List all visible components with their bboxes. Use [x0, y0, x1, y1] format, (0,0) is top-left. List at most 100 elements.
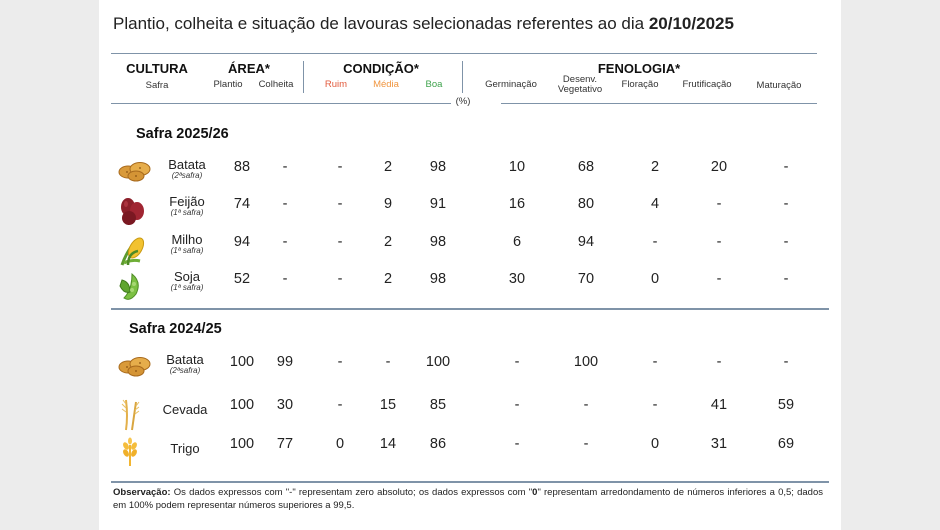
cell-germinacao-soja: 30 [508, 271, 526, 287]
cell-floracao-soja: 0 [650, 271, 660, 287]
potato-icon [118, 355, 152, 382]
header-ruim: Ruim [324, 79, 348, 90]
crop-safra-note: (2ªsafra) [171, 171, 203, 180]
header-bottom-rule-right [501, 103, 817, 104]
crop-label-cevada: Cevada [163, 403, 208, 416]
cell-germinacao-batata: 10 [508, 159, 526, 175]
cell-media-batata: - [385, 354, 391, 370]
cell-ruim-batata: - [337, 354, 343, 370]
cell-boa-batata: 98 [429, 159, 447, 175]
cell-boa-feijao: 91 [429, 196, 447, 212]
cell-frutificacao-feijao: - [716, 196, 722, 212]
header-condicao: CONDIÇÃO* [343, 61, 419, 76]
observation-text-2: " representam arredondamento de números … [113, 487, 823, 511]
cell-germinacao-milho: 6 [512, 234, 522, 250]
cell-boa-soja: 98 [429, 271, 447, 287]
cell-colheita-batata: 99 [276, 354, 294, 370]
barley-icon [118, 398, 142, 437]
cell-frutificacao-batata: - [716, 354, 722, 370]
cell-desenv-milho: 94 [577, 234, 595, 250]
crop-label-batata: Batata (2ªsafra) [168, 158, 206, 180]
observation-label: Observação: [113, 487, 171, 498]
cell-colheita-soja: - [282, 271, 288, 287]
cell-plantio-batata: 88 [233, 159, 251, 175]
crop-safra-note: (1ª safra) [170, 208, 204, 217]
crop-label-soja: Soja (1ª safra) [171, 270, 204, 292]
title-date: 20/10/2025 [648, 14, 734, 33]
header-top-rule [111, 53, 817, 54]
cell-germinacao-cevada: - [514, 397, 520, 413]
cell-floracao-feijao: 4 [650, 196, 660, 212]
page-title: Plantio, colheita e situação de lavouras… [113, 14, 734, 34]
cell-floracao-cevada: - [652, 397, 658, 413]
cell-media-milho: 2 [383, 234, 393, 250]
header-percent: (%) [453, 96, 473, 107]
cell-germinacao-batata: - [514, 354, 520, 370]
cell-media-cevada: 15 [379, 397, 397, 413]
cell-floracao-batata: - [652, 354, 658, 370]
cell-plantio-milho: 94 [233, 234, 251, 250]
observation-text-1: Os dados expressos com "-" representam z… [170, 487, 533, 498]
cell-media-feijao: 9 [383, 196, 393, 212]
cell-floracao-trigo: 0 [650, 436, 660, 452]
cell-desenv-cevada: - [583, 397, 589, 413]
crop-label-batata: Batata (2ªsafra) [166, 353, 204, 375]
cell-boa-milho: 98 [429, 234, 447, 250]
cell-plantio-cevada: 100 [229, 397, 255, 413]
cell-plantio-batata: 100 [229, 354, 255, 370]
crop-safra-note: (1ª safra) [170, 283, 204, 292]
crop-name: Batata [168, 157, 206, 172]
cell-frutificacao-soja: - [716, 271, 722, 287]
header-media: Média [373, 79, 399, 90]
cell-germinacao-trigo: - [514, 436, 520, 452]
cell-desenv-feijao: 80 [577, 196, 595, 212]
cell-ruim-soja: - [337, 271, 343, 287]
cell-plantio-feijao: 74 [233, 196, 251, 212]
cell-boa-trigo: 86 [429, 436, 447, 452]
report-page: Plantio, colheita e situação de lavouras… [99, 0, 841, 530]
cell-maturacao-trigo: 69 [777, 436, 795, 452]
cell-colheita-milho: - [282, 234, 288, 250]
crop-label-milho: Milho (1ª safra) [171, 233, 204, 255]
cell-maturacao-batata: - [783, 354, 789, 370]
crop-safra-note: (1ª safra) [170, 246, 204, 255]
header-floracao: Floração [621, 79, 659, 90]
cell-colheita-trigo: 77 [276, 436, 294, 452]
header-safra: Safra [145, 80, 169, 91]
cell-germinacao-feijao: 16 [508, 196, 526, 212]
crop-name: Milho [171, 232, 203, 247]
wheat-icon [118, 437, 142, 472]
cell-colheita-cevada: 30 [276, 397, 294, 413]
cell-floracao-milho: - [652, 234, 658, 250]
observation-note: Observação: Os dados expressos com "-" r… [113, 486, 823, 512]
soybean-icon [118, 272, 146, 309]
observation-zero: 0 [532, 487, 538, 498]
cell-frutificacao-milho: - [716, 234, 722, 250]
cell-media-trigo: 14 [379, 436, 397, 452]
cell-ruim-batata: - [337, 159, 343, 175]
header-frutificacao: Frutificação [682, 79, 732, 90]
crop-safra-note: (2ªsafra) [169, 366, 201, 375]
cell-desenv-trigo: - [583, 436, 589, 452]
cell-ruim-cevada: - [337, 397, 343, 413]
cell-maturacao-cevada: 59 [777, 397, 795, 413]
header-colheita: Colheita [258, 79, 294, 90]
header-plantio: Plantio [213, 79, 243, 90]
header-cultura: CULTURA [126, 61, 188, 76]
cell-maturacao-milho: - [783, 234, 789, 250]
cell-plantio-trigo: 100 [229, 436, 255, 452]
cell-media-batata: 2 [383, 159, 393, 175]
cell-floracao-batata: 2 [650, 159, 660, 175]
crop-name: Trigo [170, 441, 200, 456]
cell-plantio-soja: 52 [233, 271, 251, 287]
cell-desenv-batata: 100 [573, 354, 599, 370]
header-desenv-line2: Vegetativo [557, 84, 603, 95]
section-title-2025-26: Safra 2025/26 [136, 126, 229, 142]
cell-media-soja: 2 [383, 271, 393, 287]
crop-label-trigo: Trigo [170, 442, 199, 455]
cell-colheita-feijao: - [282, 196, 288, 212]
cell-ruim-milho: - [337, 234, 343, 250]
header-divider-1 [303, 61, 304, 93]
corn-icon [118, 235, 148, 272]
crop-name: Cevada [162, 402, 208, 417]
